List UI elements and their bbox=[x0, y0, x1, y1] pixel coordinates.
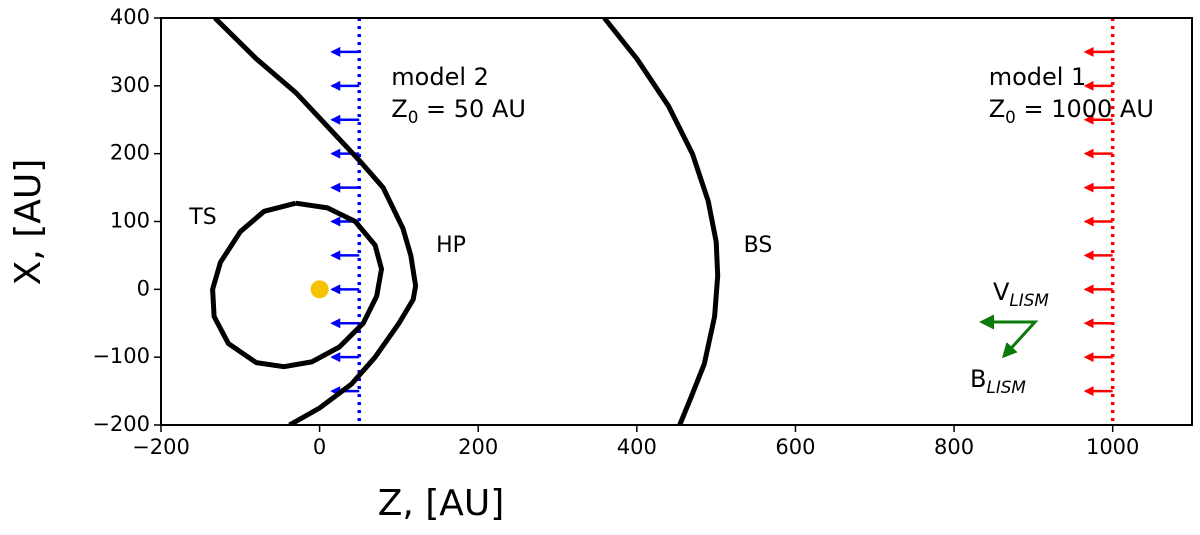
x-tick-label: 200 bbox=[458, 435, 498, 459]
curve-label: TS bbox=[188, 205, 216, 230]
subscript: LISM bbox=[1009, 290, 1049, 310]
y-tick-label: −200 bbox=[92, 412, 150, 436]
curve bbox=[213, 18, 419, 425]
curve bbox=[210, 200, 384, 370]
y-tick-label: −100 bbox=[92, 344, 150, 368]
curve bbox=[602, 18, 721, 425]
sun bbox=[310, 280, 329, 299]
annotation-text: V bbox=[993, 278, 1010, 306]
annotation: BLISM bbox=[970, 365, 1026, 397]
x-axis-label: Z, [AU] bbox=[378, 483, 505, 524]
y-tick-label: 400 bbox=[110, 5, 150, 29]
subscript: LISM bbox=[986, 377, 1026, 397]
b-lism-arrow bbox=[1000, 320, 1039, 359]
annotation-text: = 1000 AU bbox=[1016, 95, 1154, 123]
annotation: Z0 = 50 AU bbox=[391, 95, 526, 127]
annotation-text: = 50 AU bbox=[418, 95, 526, 123]
plot-area bbox=[210, 18, 1115, 425]
x-tick-label: 800 bbox=[934, 435, 974, 459]
plot-frame bbox=[160, 17, 1193, 426]
annotation-text: Z bbox=[989, 95, 1005, 123]
x-tick-label: 600 bbox=[775, 435, 815, 459]
curve-label: HP bbox=[436, 233, 466, 258]
x-tick-label: 1000 bbox=[1086, 435, 1139, 459]
annotation-text: model 2 bbox=[391, 63, 489, 91]
annotation: model 1 bbox=[989, 63, 1087, 91]
subscript: 0 bbox=[1005, 107, 1016, 127]
y-tick-label: 300 bbox=[110, 73, 150, 97]
x-tick-label: 0 bbox=[313, 435, 326, 459]
curve-label: BS bbox=[744, 233, 773, 258]
x-tick-label: 400 bbox=[617, 435, 657, 459]
y-axis-label: X, [AU] bbox=[8, 159, 49, 286]
annotation: Z0 = 1000 AU bbox=[989, 95, 1154, 127]
y-tick-label: 0 bbox=[137, 276, 150, 300]
annotation-text: model 1 bbox=[989, 63, 1087, 91]
annotation-text: Z bbox=[391, 95, 407, 123]
subscript: 0 bbox=[408, 107, 419, 127]
y-tick-label: 100 bbox=[110, 209, 150, 233]
annotation: VLISM bbox=[993, 278, 1049, 310]
y-tick-label: 200 bbox=[110, 141, 150, 165]
x-tick-label: −200 bbox=[132, 435, 190, 459]
annotation-text: B bbox=[970, 365, 986, 393]
annotation: model 2 bbox=[391, 63, 489, 91]
